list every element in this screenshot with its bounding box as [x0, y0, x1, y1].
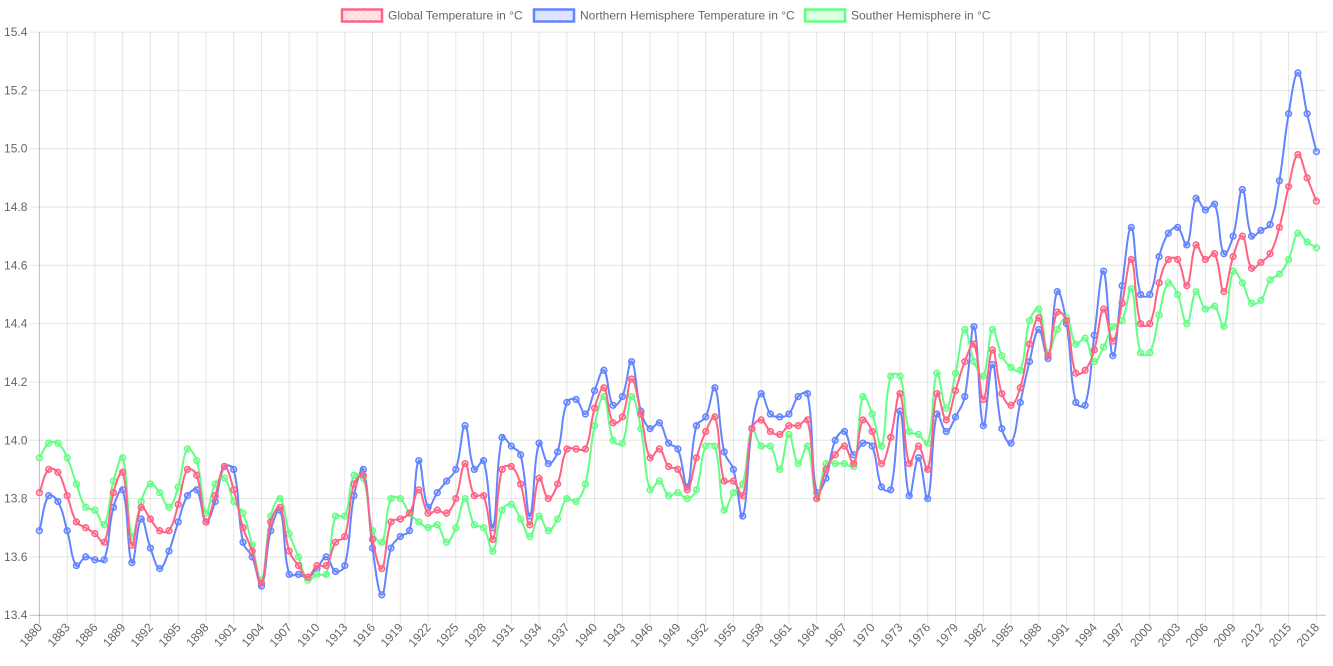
- svg-text:14.8: 14.8: [4, 200, 28, 214]
- svg-text:Global Temperature in °C: Global Temperature in °C: [388, 9, 523, 23]
- svg-text:13.8: 13.8: [4, 492, 28, 506]
- svg-text:15.2: 15.2: [4, 83, 28, 97]
- svg-text:Souther Hemisphere in °C: Souther Hemisphere in °C: [851, 9, 991, 23]
- svg-text:13.4: 13.4: [4, 608, 28, 622]
- svg-text:Northern Hemisphere Temperatur: Northern Hemisphere Temperature in °C: [580, 9, 795, 23]
- svg-text:15.4: 15.4: [4, 25, 28, 39]
- svg-text:15.0: 15.0: [4, 142, 28, 156]
- svg-text:14.0: 14.0: [4, 433, 28, 447]
- svg-text:14.4: 14.4: [4, 317, 28, 331]
- svg-text:14.6: 14.6: [4, 258, 28, 272]
- svg-text:14.2: 14.2: [4, 375, 28, 389]
- svg-text:13.6: 13.6: [4, 550, 28, 564]
